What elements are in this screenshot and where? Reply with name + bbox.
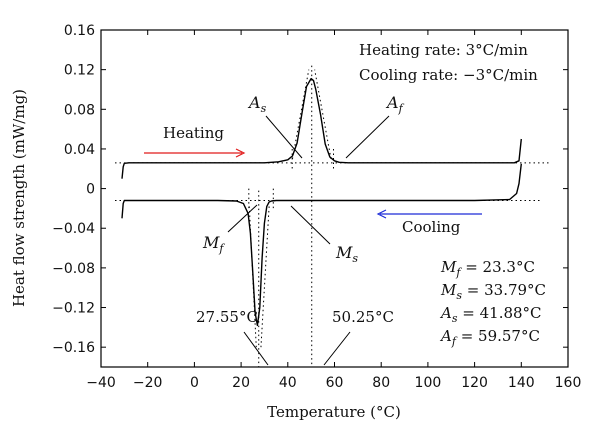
heat-tangent-left: [291, 69, 310, 159]
series-line-0: [121, 77, 522, 179]
y-tick-label: 0.12: [64, 63, 95, 79]
y-tick-label: 0: [86, 182, 95, 198]
y-tick-label: 0.04: [64, 142, 95, 158]
transformation-value: Ms = 33.79°C: [440, 281, 546, 302]
x-tick-label: −20: [133, 375, 163, 391]
mf-leader: [227, 204, 258, 233]
tick-labels: −40 −20 0 20 40 60 80 100 120 140 160 −0.16 −0.12 −0.…: [52, 23, 581, 391]
axis-ticks: [100, 29, 569, 367]
mf-label: Mf: [202, 233, 225, 255]
ms-label: Ms: [335, 243, 358, 265]
y-tick-label: −0.12: [52, 301, 95, 317]
heating-label: Heating: [163, 124, 224, 142]
x-tick-label: 160: [555, 375, 582, 391]
series-group: [121, 77, 522, 327]
cooling-label: Cooling: [402, 218, 461, 236]
transformation-value: Af = 59.57°C: [439, 327, 540, 348]
heating-arrow-head: [235, 148, 246, 158]
x-tick-label: 60: [326, 375, 344, 391]
as-label: As: [247, 93, 267, 115]
y-tick-label: −0.04: [52, 221, 95, 237]
af-label: Af: [385, 93, 405, 115]
cooling-rate-text: Cooling rate: −3°C/min: [359, 66, 538, 84]
transformation-values: Mf = 23.3°CMs = 33.79°CAs = 41.88°CAf = …: [439, 258, 546, 348]
cool-tangent-right: [260, 206, 270, 348]
x-tick-label: 20: [232, 375, 250, 391]
x-tick-label: 0: [190, 375, 199, 391]
x-tick-label: 100: [415, 375, 442, 391]
cooling-arrow-head: [376, 209, 387, 219]
y-axis-title: Heat flow strength (mW/mg): [10, 89, 28, 307]
peak-cool-label: 27.55°C: [196, 308, 258, 326]
x-tick-label: −40: [86, 375, 116, 391]
ms-leader: [290, 205, 331, 245]
y-tick-label: −0.16: [52, 340, 95, 356]
as-leader: [265, 115, 303, 159]
heat-tangent-right: [314, 69, 332, 159]
heating-rate-text: Heating rate: 3°C/min: [359, 41, 528, 59]
peak-cool-leader: [243, 331, 269, 366]
x-tick-label: 140: [508, 375, 535, 391]
series-line-1: [121, 163, 522, 327]
transformation-value: As = 41.88°C: [439, 304, 542, 325]
peak-heat-label: 50.25°C: [332, 308, 394, 326]
peak-heat-leader: [323, 331, 351, 366]
x-tick-label: 80: [372, 375, 390, 391]
x-tick-label: 40: [279, 375, 297, 391]
x-tick-label: 120: [461, 375, 488, 391]
y-tick-label: 0.16: [64, 23, 95, 39]
x-axis-title: Temperature (°C): [267, 403, 401, 421]
af-leader: [345, 115, 390, 159]
transformation-value: Mf = 23.3°C: [440, 258, 535, 279]
y-tick-label: −0.08: [52, 261, 95, 277]
y-tick-label: 0.08: [64, 102, 95, 118]
